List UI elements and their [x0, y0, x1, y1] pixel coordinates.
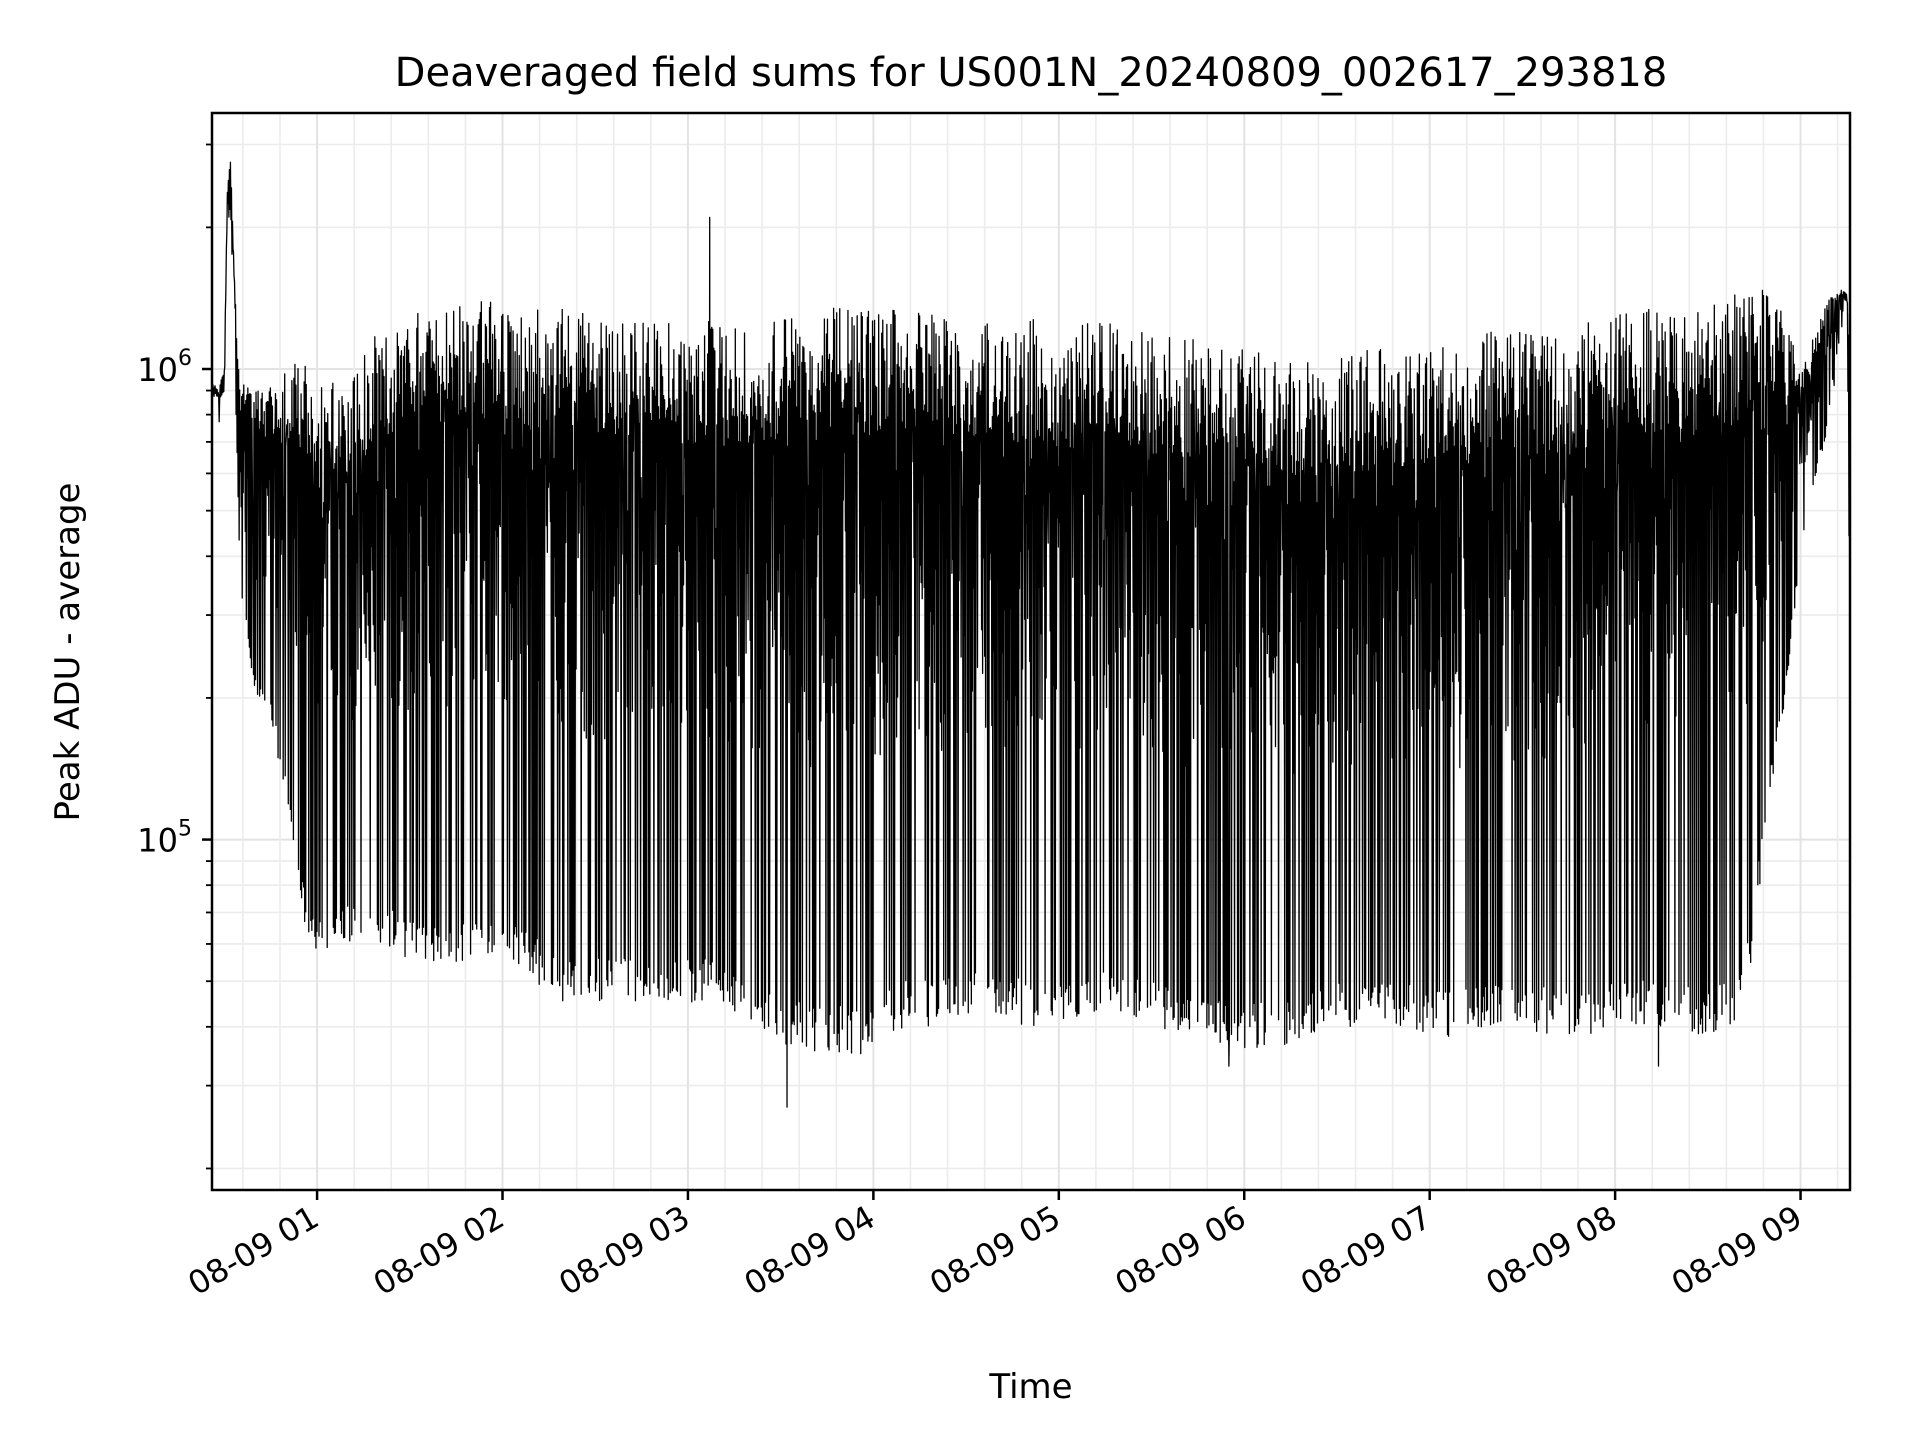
y-tick-label: 105: [137, 817, 192, 860]
plot-frame: [210, 111, 1852, 1192]
y-tick-label: 106: [137, 346, 192, 389]
y-axis-label: Peak ADU - average: [48, 483, 88, 822]
y-axis: 105 106: [137, 143, 212, 1170]
data-series: [211, 161, 1851, 1148]
x-axis-label: Time: [988, 1367, 1072, 1407]
series-line: [211, 161, 1851, 1148]
chart-title: Deaveraged field sums for US001N_2024080…: [395, 50, 1668, 96]
